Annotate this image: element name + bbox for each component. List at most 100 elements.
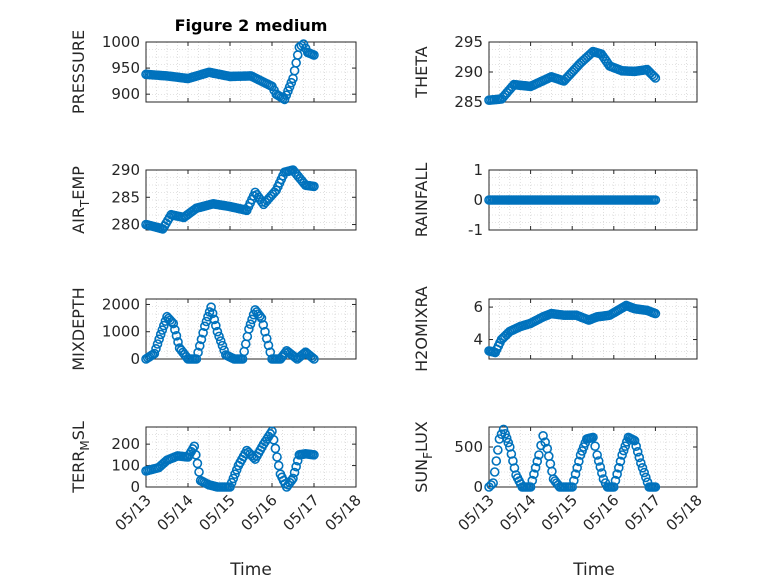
terr_msl-point [225,482,235,492]
sun_flux-point [595,462,606,472]
sun_flux-point [588,432,598,443]
terr_msl-ytick-label: 200 [111,435,140,453]
mixdepth-ytick-label: 2000 [102,295,140,313]
h2omixra-series [484,300,661,358]
terr_msl-point [288,473,298,484]
sun_flux-point [570,469,581,480]
sun_flux-point [612,469,622,480]
terr_msl-ytick-label: 100 [111,457,140,475]
sun_flux-xtick-label: 05/15 [538,491,581,534]
mixdepth-point [244,324,254,334]
terr_msl-point [228,473,239,484]
sun_flux-point [525,482,536,492]
sun_flux-xtick-label: 05/16 [579,491,622,534]
subplot-air_temp: 280 285 290 AIRTEMP [69,161,357,234]
sun_flux-point [637,462,648,473]
terr_msl-point [230,469,240,479]
sun_flux-point [501,433,512,444]
h2omixra-axes-box [488,298,698,360]
sun_flux-point [632,446,643,457]
mixdepth-point [212,326,223,337]
sun_flux-ytick-label: 500 [454,438,483,456]
sun_flux-point [631,441,641,452]
terr_msl-ytick-label: 0 [130,478,140,496]
mixdepth-point [256,313,267,323]
sun_flux-point [488,478,498,488]
sun_flux-point [569,475,579,486]
sun_flux-series [484,424,661,492]
subplot-rainfall: -1 0 1 RAINFALL [412,161,698,239]
mixdepth-point [196,334,207,345]
sun_flux-point [610,475,621,486]
xlabel-right: Time [572,560,615,580]
pressure-series [141,39,319,105]
sun_flux-point [486,480,496,490]
sun_flux-point [534,450,544,460]
mixdepth-point [171,331,182,341]
sun_flux-point [493,445,503,455]
sun_flux-point [530,462,541,473]
terr_msl-point [191,450,201,460]
mixdepth-point [154,334,164,345]
sun_flux-point [592,450,602,460]
mixdepth-ylabel: MIXDEPTH [69,287,88,370]
rainfall-ylabel: RAINFALL [412,163,431,238]
terr_msl-point [226,477,237,488]
terr_msl-xtick-label: 05/17 [280,491,323,534]
sun_flux-point [500,428,510,439]
mixdepth-axes-box [145,298,357,360]
terr_msl-point [268,435,279,445]
terr_msl-point [272,452,282,462]
sun_flux-point [572,462,582,473]
mixdepth-point [209,314,220,325]
sun_flux-point [617,450,627,460]
subplot-mixdepth: 0 1000 2000 MIXDEPTH [69,287,357,371]
mixdepth-point [157,325,168,335]
theta-ytick-label: 285 [454,93,483,111]
pressure-ytick-label: 950 [111,59,140,77]
mixdepth-point [207,308,218,319]
terr_msl-point [289,467,300,478]
theta-ylabel: THETA [412,46,431,98]
h2omixra-ytick-label: 4 [473,331,483,349]
theta-series [484,46,661,105]
rainfall-point [650,195,661,205]
mixdepth-point [170,324,180,335]
pressure-point [309,50,319,60]
sun_flux-point [608,482,619,492]
mixdepth-ytick-label: 0 [130,350,140,368]
terr_msl-point [189,441,200,452]
terr_msl-point [309,450,319,460]
terr_msl-point [267,426,277,437]
sun_flux-point [636,458,646,468]
mixdepth-point [194,341,205,351]
air_temp-ytick-label: 290 [111,161,140,179]
mixdepth-point [211,320,221,331]
terr_msl-series [141,426,319,492]
sun_flux-point [641,472,651,483]
terr_msl-xtick-label: 05/14 [154,491,197,534]
mixdepth-point [166,317,177,327]
rainfall-ytick-label: 1 [473,161,483,179]
subplot-pressure: 900 950 1000 PRESSURE [69,30,357,114]
sun_flux-point [590,441,600,452]
mixdepth-point [206,302,216,312]
sun_flux-point [529,469,539,480]
sun_flux-point [567,482,578,492]
rainfall-ytick-label: 0 [473,191,483,209]
sun_flux-point [639,467,649,478]
sun_flux-point [498,424,509,435]
mixdepth-point [173,337,183,347]
sun_flux-point [615,456,626,467]
sun_flux-point [491,456,502,466]
sun_flux-point [574,456,584,467]
mixdepth-point [255,311,265,321]
sun_flux-xtick-label: 05/14 [496,491,539,534]
mixdepth-point [191,354,202,364]
sun_flux-point [540,437,550,448]
mixdepth-point [193,347,203,358]
theta-point [650,73,661,83]
rainfall-series [484,195,661,205]
